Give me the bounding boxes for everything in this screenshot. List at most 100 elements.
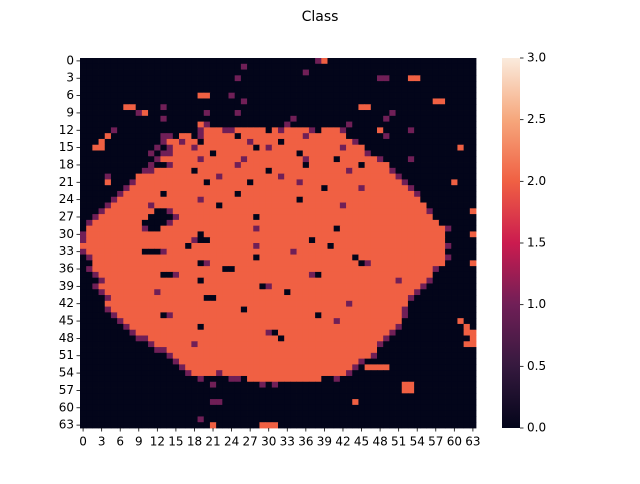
heatmap-cell — [228, 110, 236, 117]
heatmap-cell — [148, 167, 155, 175]
heatmap-cell — [129, 416, 137, 423]
heatmap-cell — [315, 318, 322, 325]
heatmap-cell — [414, 179, 421, 186]
heatmap-cell — [135, 399, 143, 406]
heatmap-cell — [86, 86, 93, 94]
heatmap-cell — [148, 138, 155, 146]
heatmap-cell — [463, 196, 471, 203]
heatmap-cell — [160, 98, 168, 105]
heatmap-cell — [302, 410, 310, 417]
heatmap-cell — [172, 410, 180, 417]
heatmap-cell — [321, 121, 328, 128]
heatmap-cell — [234, 144, 242, 151]
heatmap-cell — [135, 277, 143, 284]
heatmap-cell — [253, 196, 260, 203]
heatmap-cell — [154, 98, 161, 105]
heatmap-cell — [352, 127, 359, 134]
heatmap-cell — [420, 283, 427, 290]
heatmap-cell — [401, 225, 409, 232]
heatmap-cell — [185, 185, 192, 192]
heatmap-cell — [358, 254, 366, 261]
heatmap-cell — [253, 358, 260, 365]
heatmap-cell — [110, 231, 118, 238]
heatmap-cell — [160, 306, 168, 313]
heatmap-cell — [80, 63, 87, 70]
heatmap-cell — [222, 243, 229, 250]
heatmap-cell — [129, 266, 137, 273]
heatmap-cell — [228, 300, 236, 307]
heatmap-cell — [346, 173, 353, 180]
heatmap-cell — [463, 63, 471, 70]
heatmap-cell — [228, 399, 236, 406]
heatmap-cell — [308, 271, 316, 279]
heatmap-cell — [222, 399, 229, 406]
heatmap-cell — [278, 63, 285, 70]
heatmap-cell — [86, 196, 93, 203]
heatmap-cell — [110, 260, 118, 267]
heatmap-cell — [135, 289, 143, 296]
heatmap-cell — [197, 248, 205, 255]
heatmap-cell — [191, 295, 198, 302]
heatmap-cell — [129, 202, 137, 209]
heatmap-cell — [110, 121, 118, 128]
heatmap-cell — [98, 115, 106, 122]
heatmap-cell — [123, 248, 130, 255]
heatmap-cell — [321, 225, 328, 232]
heatmap-cell — [432, 248, 440, 255]
heatmap-cell — [148, 127, 155, 134]
heatmap-cell — [179, 323, 186, 331]
heatmap-cell — [327, 347, 335, 354]
heatmap-cell — [86, 260, 93, 267]
heatmap-cell — [308, 404, 316, 412]
heatmap-cell — [172, 404, 180, 412]
heatmap-cell — [445, 190, 452, 198]
heatmap-cell — [185, 387, 192, 394]
heatmap-cell — [123, 271, 130, 279]
heatmap-cell — [259, 219, 267, 227]
heatmap-cell — [377, 410, 384, 417]
heatmap-cell — [463, 318, 471, 325]
x-tick-label: 48 — [372, 435, 387, 449]
heatmap-cell — [98, 323, 106, 331]
heatmap-cell — [228, 237, 236, 244]
heatmap-cell — [278, 190, 285, 198]
heatmap-cell — [104, 162, 112, 169]
heatmap-cell — [315, 214, 322, 221]
heatmap-cell — [154, 410, 161, 417]
heatmap-cell — [185, 237, 192, 244]
heatmap-cell — [296, 370, 304, 377]
heatmap-cell — [234, 69, 242, 76]
heatmap-cell — [339, 277, 347, 284]
heatmap-cell — [135, 416, 143, 423]
heatmap-cell — [104, 347, 112, 354]
heatmap-cell — [148, 173, 155, 180]
heatmap-cell — [339, 260, 347, 267]
heatmap-cell — [451, 58, 458, 65]
heatmap-cell — [172, 202, 180, 209]
heatmap-cell — [179, 196, 186, 203]
heatmap-cell — [191, 404, 198, 412]
heatmap-cell — [457, 422, 465, 429]
heatmap-cell — [346, 127, 353, 134]
heatmap-cell — [247, 167, 254, 175]
heatmap-cell — [141, 69, 149, 76]
heatmap-cell — [278, 144, 285, 151]
heatmap-cell — [148, 277, 155, 284]
heatmap-cell — [451, 381, 458, 388]
heatmap-cell — [389, 381, 396, 388]
heatmap-cell — [401, 358, 409, 365]
heatmap-cell — [364, 231, 372, 238]
heatmap-cell — [333, 86, 341, 94]
heatmap-cell — [259, 98, 267, 105]
heatmap-cell — [123, 167, 130, 175]
heatmap-cell — [284, 173, 291, 180]
heatmap-cell — [315, 248, 322, 255]
heatmap-cell — [154, 393, 161, 400]
heatmap-cell — [352, 237, 359, 244]
heatmap-cell — [216, 86, 223, 94]
heatmap-cell — [463, 190, 471, 198]
heatmap-cell — [265, 341, 273, 348]
heatmap-cell — [401, 404, 409, 412]
heatmap-cell — [321, 306, 328, 313]
heatmap-cell — [166, 312, 174, 319]
